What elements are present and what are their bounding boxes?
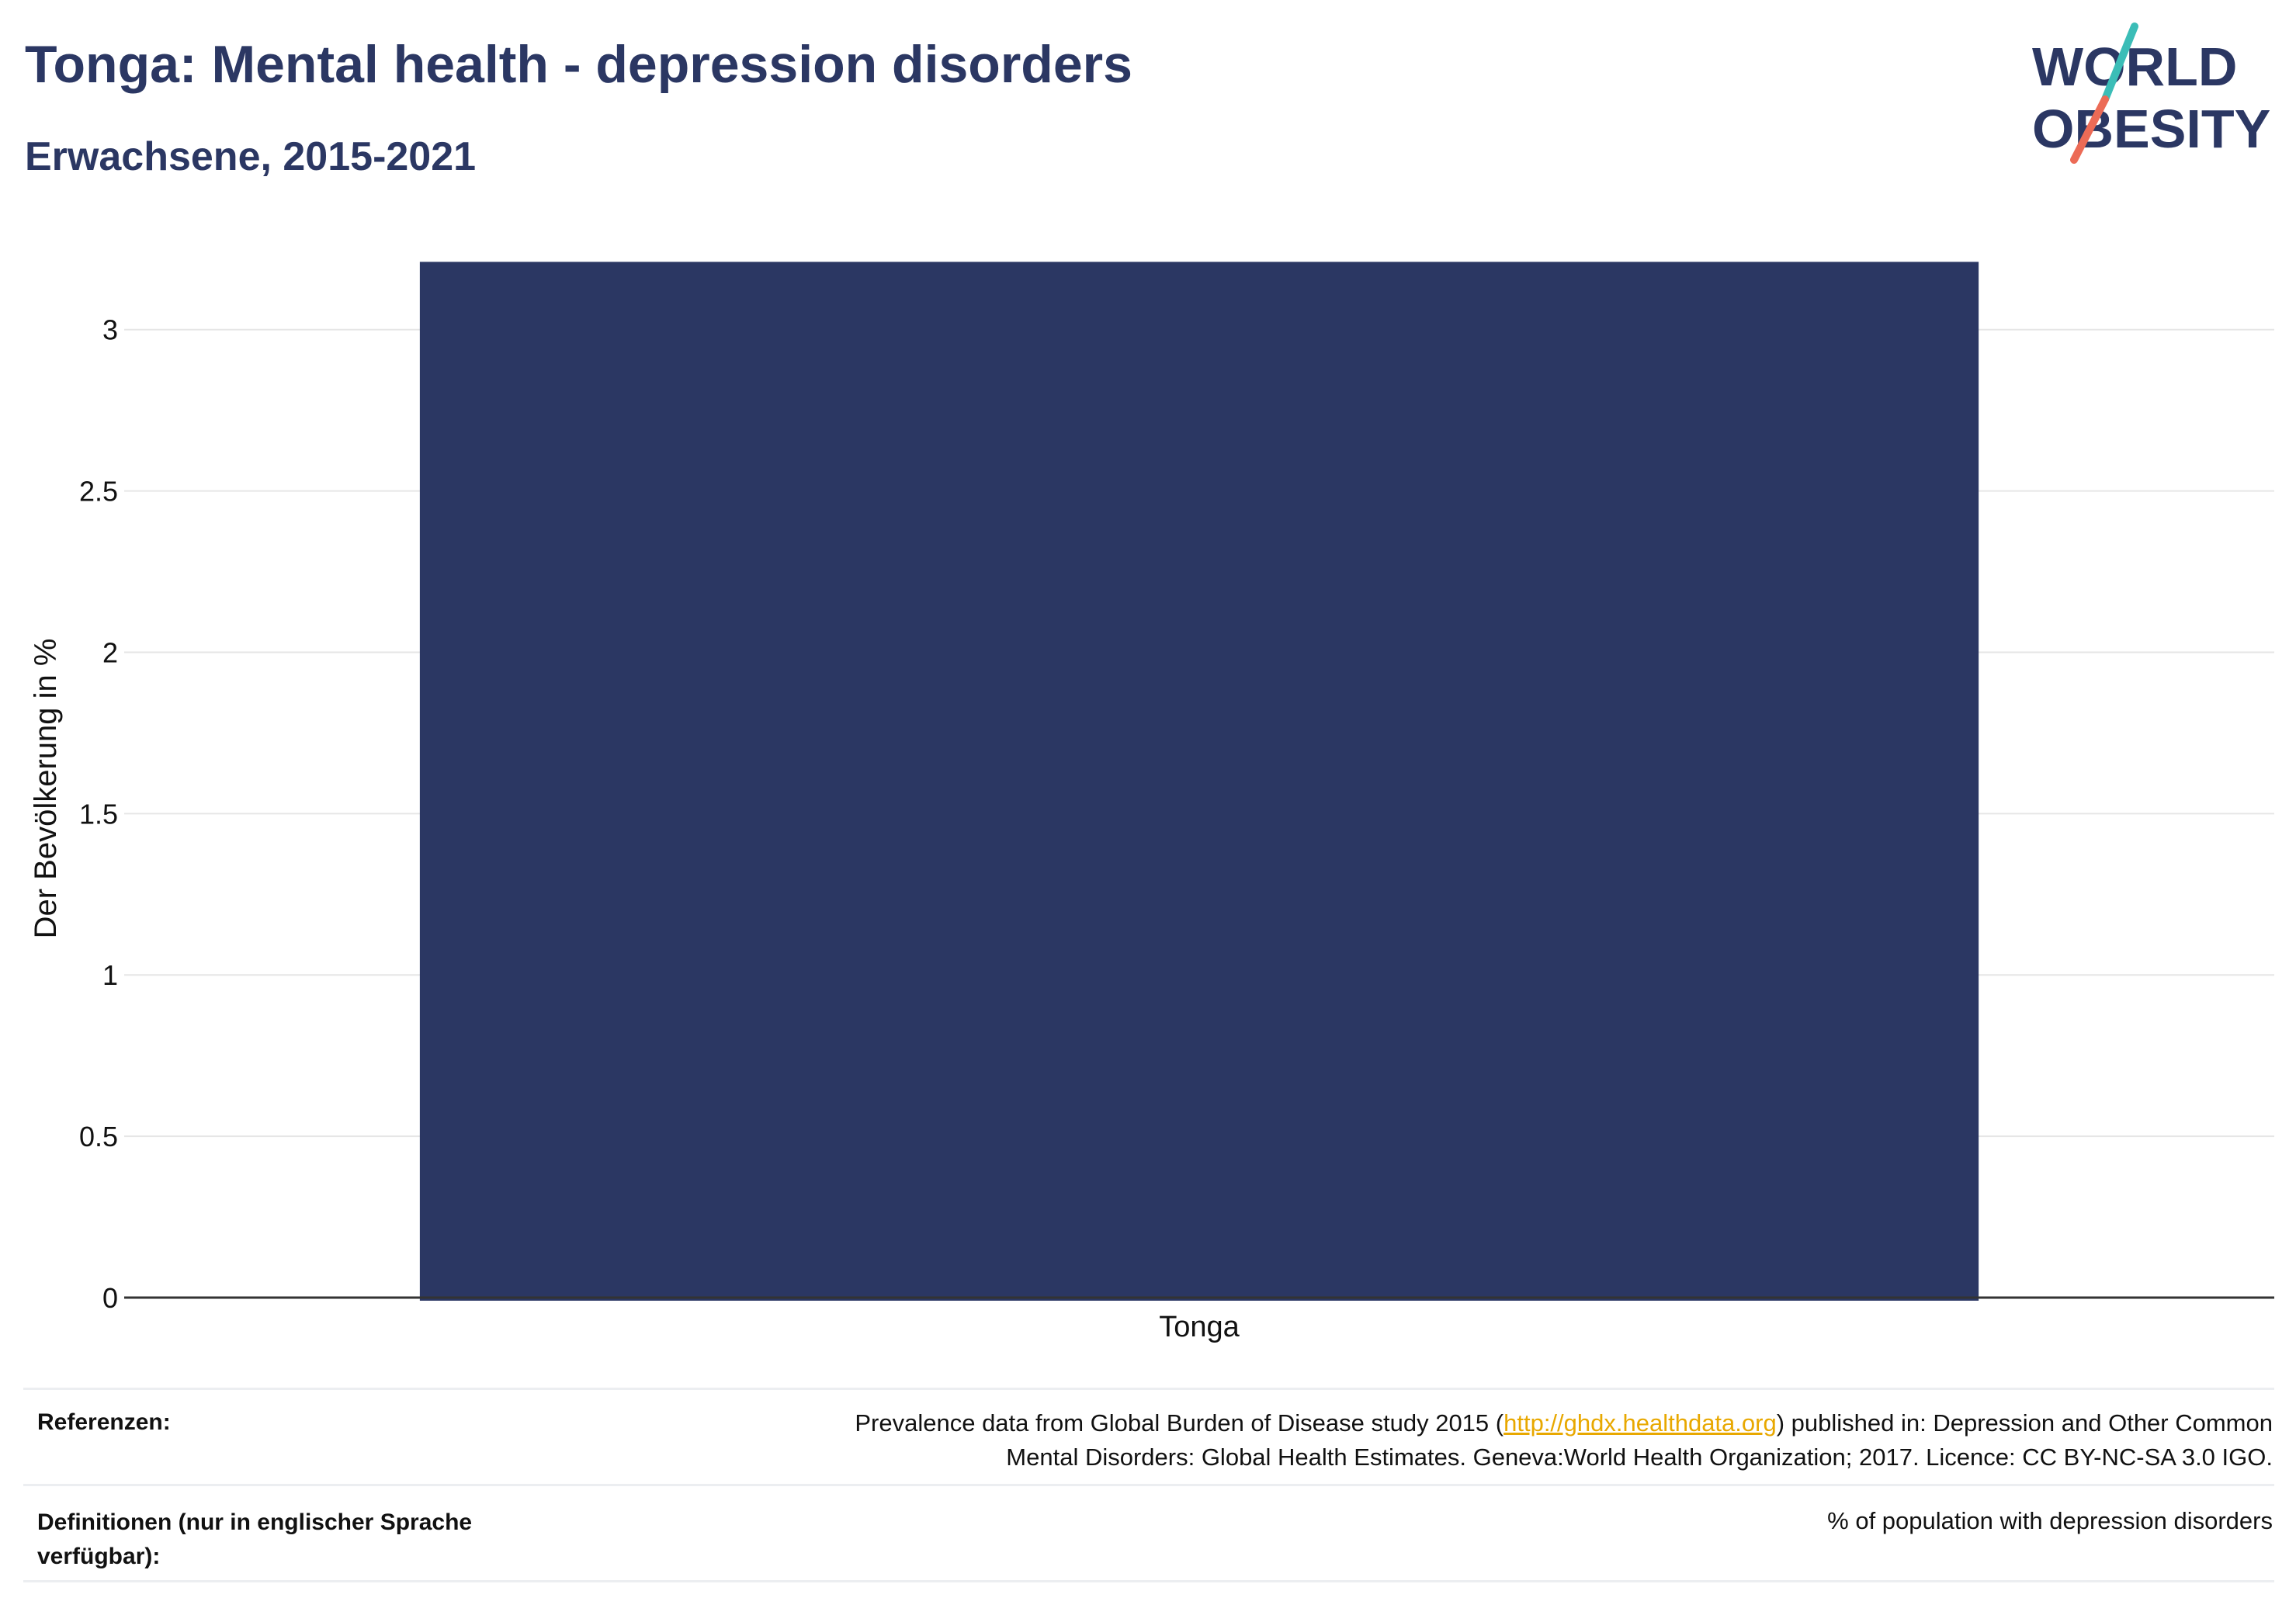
world-obesity-logo: WORLD OBESITY	[2032, 23, 2270, 164]
references-line2: Mental Disorders: Global Health Estimate…	[1006, 1444, 2273, 1471]
y-tick-labels: 0 0.5 1 1.5 2 2.5 3	[79, 314, 118, 1314]
y-tick-label: 2.5	[79, 476, 118, 508]
definitions-label-line1: Definitionen (nur in englischer Sprache	[37, 1509, 473, 1535]
logo-text-world: WORLD	[2032, 36, 2237, 97]
x-tick-label: Tonga	[1159, 1311, 1240, 1343]
references-text: Prevalence data from Global Burden of Di…	[855, 1406, 2273, 1475]
logo-text-obesity: OBESITY	[2032, 99, 2270, 159]
footer-divider-top	[23, 1388, 2274, 1390]
logo-slash-coral	[2070, 95, 2109, 164]
references-link[interactable]: http://ghdx.healthdata.org	[1503, 1409, 1777, 1437]
bar-tonga[interactable]	[419, 262, 1979, 1301]
footer-divider-bottom	[23, 1580, 2274, 1582]
definitions-label-line2: verfügbar):	[37, 1544, 161, 1569]
bar-chart: 0 0.5 1 1.5 2 2.5 3 Tonga Der Bevölkerung in %	[29, 262, 2274, 1343]
references-post: ) published in: Depression and Other Com…	[1776, 1409, 2273, 1437]
references-pre: Prevalence data from Global Burden of Di…	[855, 1409, 1504, 1437]
y-tick-label: 3	[102, 314, 118, 346]
chart-subtitle: Erwachsene, 2015-2021	[25, 134, 477, 179]
definitions-label: Definitionen (nur in englischer Sprache …	[37, 1506, 472, 1574]
y-tick-label: 0	[102, 1282, 118, 1314]
chart-title: Tonga: Mental health - depression disord…	[25, 35, 1132, 94]
y-tick-label: 1.5	[79, 798, 118, 830]
y-axis-label: Der Bevölkerung in %	[29, 639, 63, 939]
y-tick-label: 0.5	[79, 1121, 118, 1152]
references-label: Referenzen:	[37, 1409, 171, 1435]
logo-slash-teal	[2101, 23, 2138, 103]
y-tick-label: 1	[102, 959, 118, 991]
definitions-text: % of population with depression disorder…	[1827, 1507, 2273, 1534]
x-tick-labels: Tonga	[1159, 1311, 1240, 1343]
footer-divider-mid	[23, 1484, 2274, 1486]
y-tick-label: 2	[102, 636, 118, 668]
bars	[419, 262, 1979, 1301]
